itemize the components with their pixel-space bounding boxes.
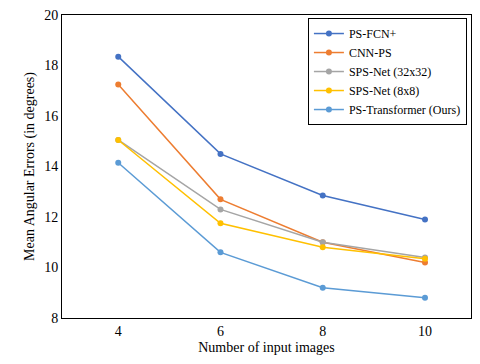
svg-text:14: 14 — [44, 159, 58, 174]
svg-text:10: 10 — [44, 260, 58, 275]
svg-text:CNN-PS: CNN-PS — [349, 46, 392, 60]
svg-text:20: 20 — [44, 8, 58, 23]
svg-text:PS-Transformer (Ours): PS-Transformer (Ours) — [349, 103, 460, 117]
svg-text:PS-FCN+: PS-FCN+ — [349, 27, 397, 41]
svg-text:16: 16 — [44, 109, 58, 124]
svg-text:12: 12 — [44, 210, 58, 225]
svg-text:Mean Angular Errors (in degree: Mean Angular Errors (in degrees) — [22, 72, 38, 261]
svg-text:8: 8 — [319, 324, 326, 339]
svg-text:SPS-Net (32x32): SPS-Net (32x32) — [349, 65, 431, 79]
svg-text:18: 18 — [44, 58, 58, 73]
svg-text:10: 10 — [418, 324, 432, 339]
svg-text:4: 4 — [115, 324, 122, 339]
svg-text:SPS-Net (8x8): SPS-Net (8x8) — [349, 84, 419, 98]
svg-text:6: 6 — [217, 324, 224, 339]
svg-text:Number of input images: Number of input images — [198, 340, 334, 355]
svg-text:8: 8 — [51, 311, 58, 326]
